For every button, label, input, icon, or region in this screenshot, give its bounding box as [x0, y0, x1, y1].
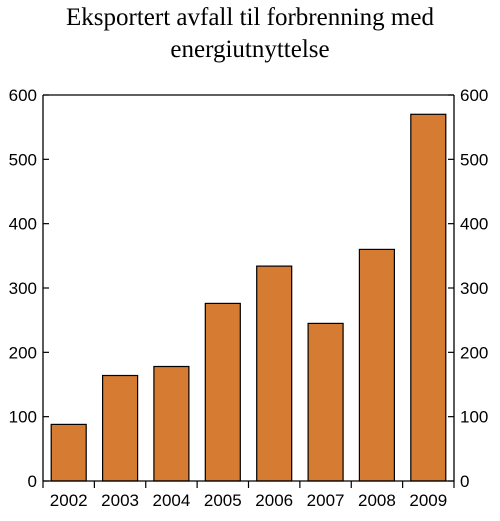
- bar-2002: [50, 423, 87, 482]
- y-tick-label-right-400: 400: [460, 215, 488, 234]
- chart-title: Eksportert avfall til forbrenning med en…: [0, 2, 500, 66]
- x-tick-label-2005: 2005: [204, 491, 242, 510]
- y-tick-label-left-200: 200: [9, 343, 37, 362]
- y-tick-label-left-600: 600: [9, 86, 37, 105]
- x-tick-label-2003: 2003: [101, 491, 139, 510]
- y-tick-label-right-200: 200: [460, 343, 488, 362]
- bar-2005: [204, 302, 241, 482]
- bar-2003: [101, 374, 139, 482]
- x-tick-label-2008: 2008: [358, 491, 396, 510]
- bar-2006: [256, 265, 293, 482]
- x-tick-label-2009: 2009: [409, 491, 447, 510]
- x-tick-label-2004: 2004: [152, 491, 190, 510]
- y-tick-label-right-100: 100: [460, 408, 488, 427]
- bar-2008: [358, 248, 395, 482]
- y-tick-label-left-0: 0: [28, 472, 37, 491]
- chart-title-line-1: Eksportert avfall til forbrenning med: [66, 4, 434, 31]
- bar-2007: [307, 322, 344, 482]
- x-tick-label-2007: 2007: [307, 491, 345, 510]
- x-tick-label-2002: 2002: [50, 491, 88, 510]
- y-tick-label-right-0: 0: [460, 472, 469, 491]
- bar-2004: [153, 365, 190, 482]
- chart-title-line-2: energiutnyttelse: [170, 36, 330, 63]
- y-tick-label-right-300: 300: [460, 279, 488, 298]
- x-tick-label-2006: 2006: [255, 491, 293, 510]
- bar-2009: [410, 113, 447, 482]
- y-tick-label-right-500: 500: [460, 150, 488, 169]
- y-tick-label-left-400: 400: [9, 215, 37, 234]
- y-tick-label-right-600: 600: [460, 86, 488, 105]
- y-tick-label-left-300: 300: [9, 279, 37, 298]
- y-tick-label-left-500: 500: [9, 150, 37, 169]
- y-tick-label-left-100: 100: [9, 408, 37, 427]
